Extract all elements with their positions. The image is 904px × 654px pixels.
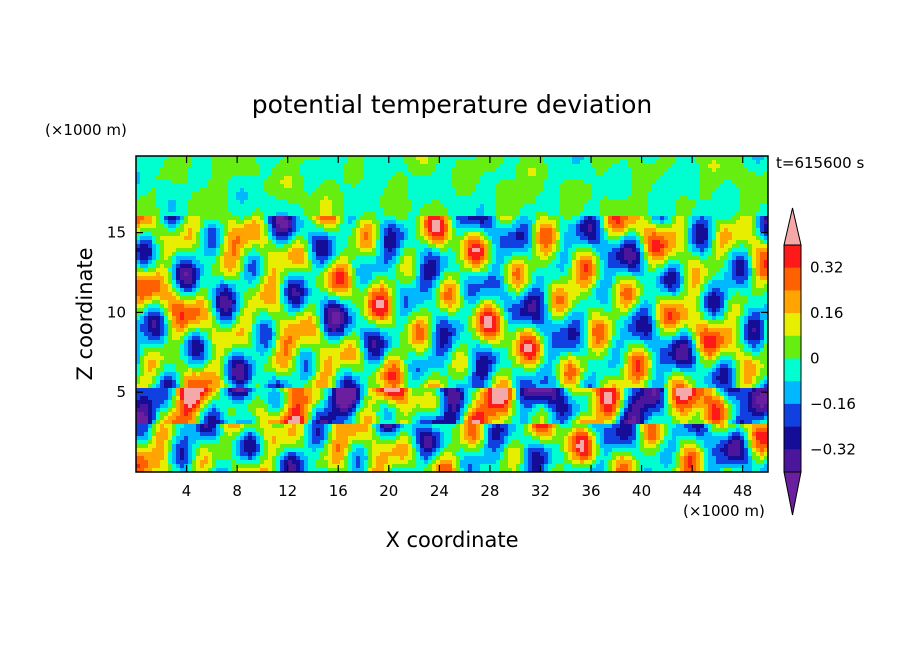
colorbar-max-extension xyxy=(783,207,802,246)
colorbar: 0.32 0.16 0 −0.16 −0.32 xyxy=(783,207,856,516)
x-tick-label: 28 xyxy=(480,482,499,500)
chart-title: potential temperature deviation xyxy=(252,90,652,119)
x-tick-label: 4 xyxy=(182,482,192,500)
x-tick-label: 36 xyxy=(581,482,600,500)
colorbar-band xyxy=(784,449,801,473)
x-tick-label: 20 xyxy=(379,482,398,500)
colorbar-min-extension xyxy=(783,471,802,516)
y-axis-label: Z coordinate xyxy=(73,247,97,380)
colorbar-band xyxy=(784,290,801,314)
plot-field xyxy=(136,156,768,472)
colorbar-frame xyxy=(783,244,802,473)
y-tick-label: 5 xyxy=(116,383,126,401)
contour-field xyxy=(136,156,768,472)
x-tick-label: 24 xyxy=(430,482,449,500)
colorbar-band xyxy=(784,313,801,337)
x-tick-label: 32 xyxy=(531,482,550,500)
colorbar-band xyxy=(784,381,801,405)
time-label: t=615600 s xyxy=(776,154,864,172)
x-tick-label: 44 xyxy=(683,482,702,500)
colorbar-tick-label: 0.16 xyxy=(810,304,843,322)
colorbar-band xyxy=(784,267,801,291)
x-tick-label: 8 xyxy=(232,482,242,500)
y-unit-label: (×1000 m) xyxy=(45,121,127,139)
colorbar-band xyxy=(784,245,801,268)
colorbar-tick-label: −0.32 xyxy=(810,440,856,458)
x-tick-label: 12 xyxy=(278,482,297,500)
x-axis: 4 8 12 16 20 24 28 32 36 40 44 48 xyxy=(182,156,752,500)
y-tick-label: 15 xyxy=(107,224,126,242)
y-tick-label: 10 xyxy=(107,303,126,321)
colorbar-band xyxy=(784,335,801,359)
colorbar-tick-label: 0.32 xyxy=(810,259,843,277)
colorbar-tick-label: −0.16 xyxy=(810,395,856,413)
colorbar-band xyxy=(784,358,801,382)
plot-frame xyxy=(135,155,769,473)
colorbar-band xyxy=(784,426,801,450)
colorbar-band xyxy=(784,403,801,427)
x-tick-label: 40 xyxy=(632,482,651,500)
x-axis-label: X coordinate xyxy=(385,528,518,552)
colorbar-tick-label: 0 xyxy=(810,350,820,368)
x-unit-label: (×1000 m) xyxy=(683,502,765,520)
x-tick-label: 48 xyxy=(733,482,752,500)
x-tick-label: 16 xyxy=(329,482,348,500)
y-axis: 5 10 15 xyxy=(107,224,768,401)
